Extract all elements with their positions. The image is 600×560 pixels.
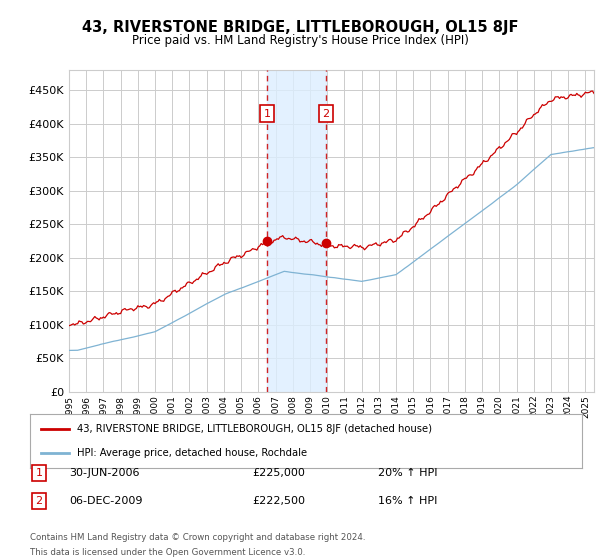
Text: 30-JUN-2006: 30-JUN-2006 — [69, 468, 139, 478]
Text: 43, RIVERSTONE BRIDGE, LITTLEBOROUGH, OL15 8JF (detached house): 43, RIVERSTONE BRIDGE, LITTLEBOROUGH, OL… — [77, 424, 432, 435]
Text: 20% ↑ HPI: 20% ↑ HPI — [378, 468, 437, 478]
Text: 2: 2 — [322, 109, 329, 119]
Text: 16% ↑ HPI: 16% ↑ HPI — [378, 496, 437, 506]
Text: Price paid vs. HM Land Registry's House Price Index (HPI): Price paid vs. HM Land Registry's House … — [131, 34, 469, 46]
Bar — [267, 70, 326, 392]
Text: HPI: Average price, detached house, Rochdale: HPI: Average price, detached house, Roch… — [77, 447, 307, 458]
Text: Contains HM Land Registry data © Crown copyright and database right 2024.: Contains HM Land Registry data © Crown c… — [30, 533, 365, 542]
Text: 06-DEC-2009: 06-DEC-2009 — [69, 496, 143, 506]
Text: This data is licensed under the Open Government Licence v3.0.: This data is licensed under the Open Gov… — [30, 548, 305, 557]
Text: £222,500: £222,500 — [252, 496, 305, 506]
Text: 1: 1 — [263, 109, 271, 119]
Text: 1: 1 — [35, 468, 43, 478]
Text: 43, RIVERSTONE BRIDGE, LITTLEBOROUGH, OL15 8JF: 43, RIVERSTONE BRIDGE, LITTLEBOROUGH, OL… — [82, 20, 518, 35]
Text: 2: 2 — [35, 496, 43, 506]
Text: £225,000: £225,000 — [252, 468, 305, 478]
